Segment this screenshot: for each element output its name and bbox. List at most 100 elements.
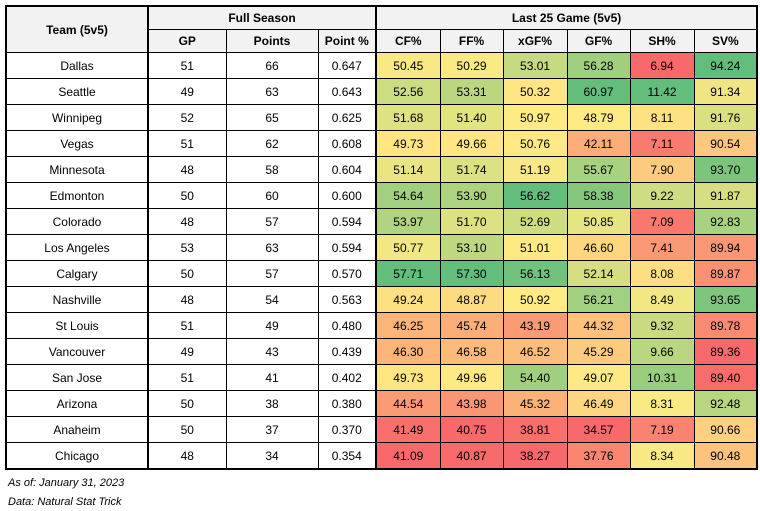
point-pct-cell: 0.380 xyxy=(317,390,377,417)
stat-cell: 6.94 xyxy=(629,52,695,79)
stat-cell: 90.48 xyxy=(693,442,758,470)
points-cell: 49 xyxy=(225,312,319,339)
stat-cell: 8.49 xyxy=(629,286,695,313)
stat-cell: 45.74 xyxy=(439,312,504,339)
col-header-sv-pct: SV% xyxy=(693,29,758,53)
team-cell: Nashville xyxy=(5,286,149,313)
gp-cell: 51 xyxy=(147,52,227,79)
stat-cell: 10.31 xyxy=(629,364,695,391)
point-pct-cell: 0.625 xyxy=(317,104,377,131)
table-row: Dallas 51 66 0.647 50.45 50.29 53.01 56.28 6.94 9… xyxy=(5,52,758,79)
point-pct-cell: 0.594 xyxy=(317,208,377,235)
table-row: Nashville 48 54 0.563 49.24 48.87 50.92 56.21 8.… xyxy=(5,286,758,313)
team-cell: Anaheim xyxy=(5,416,149,443)
stat-cell: 41.49 xyxy=(375,416,441,443)
team-cell: Colorado xyxy=(5,208,149,235)
col-header-cf-pct: CF% xyxy=(375,29,441,53)
table-row: Arizona 50 38 0.380 44.54 43.98 45.32 46.49 8.31… xyxy=(5,390,758,417)
team-cell: Edmonton xyxy=(5,182,149,209)
points-cell: 63 xyxy=(225,78,319,105)
stat-cell: 90.54 xyxy=(693,130,758,157)
team-cell: Dallas xyxy=(5,52,149,79)
gp-cell: 51 xyxy=(147,364,227,391)
stat-cell: 7.90 xyxy=(629,156,695,183)
stat-cell: 91.76 xyxy=(693,104,758,131)
as-of-note: As of: January 31, 2023 xyxy=(8,477,125,489)
stat-cell: 50.32 xyxy=(502,78,568,105)
stat-cell: 7.41 xyxy=(629,234,695,261)
stat-cell: 8.08 xyxy=(629,260,695,287)
col-header-points: Points xyxy=(225,29,319,53)
stat-cell: 56.62 xyxy=(502,182,568,209)
points-cell: 38 xyxy=(225,390,319,417)
point-pct-cell: 0.643 xyxy=(317,78,377,105)
stat-cell: 51.68 xyxy=(375,104,441,131)
stat-cell: 46.49 xyxy=(566,390,631,417)
stat-cell: 43.19 xyxy=(502,312,568,339)
stat-cell: 7.11 xyxy=(629,130,695,157)
table-row: St Louis 51 49 0.480 46.25 45.74 43.19 44.32 9.3… xyxy=(5,312,758,339)
stat-cell: 51.14 xyxy=(375,156,441,183)
col-header-xgf-pct: xGF% xyxy=(502,29,568,53)
team-cell: Arizona xyxy=(5,390,149,417)
stat-cell: 38.27 xyxy=(502,442,568,470)
stat-cell: 93.70 xyxy=(693,156,758,183)
points-cell: 66 xyxy=(225,52,319,79)
team-cell: Vegas xyxy=(5,130,149,157)
stat-cell: 53.01 xyxy=(502,52,568,79)
point-pct-cell: 0.570 xyxy=(317,260,377,287)
table-row: Colorado 48 57 0.594 53.97 51.70 52.69 50.85 7.0… xyxy=(5,208,758,235)
stat-cell: 34.57 xyxy=(566,416,631,443)
stat-cell: 51.01 xyxy=(502,234,568,261)
stat-cell: 56.13 xyxy=(502,260,568,287)
stat-cell: 56.28 xyxy=(566,52,631,79)
gp-cell: 52 xyxy=(147,104,227,131)
stat-cell: 89.40 xyxy=(693,364,758,391)
stat-cell: 55.67 xyxy=(566,156,631,183)
gp-cell: 48 xyxy=(147,442,227,470)
stat-cell: 54.64 xyxy=(375,182,441,209)
stat-cell: 52.14 xyxy=(566,260,631,287)
team-cell: Calgary xyxy=(5,260,149,287)
stat-cell: 57.71 xyxy=(375,260,441,287)
stat-cell: 53.90 xyxy=(439,182,504,209)
group-header-last-25-game: Last 25 Game (5v5) xyxy=(375,5,758,30)
table-row: Vegas 51 62 0.608 49.73 49.66 50.76 42.11 7.11 90… xyxy=(5,130,758,157)
stat-cell: 46.25 xyxy=(375,312,441,339)
table-row: Los Angeles 53 63 0.594 50.77 53.10 51.01 46.60… xyxy=(5,234,758,261)
stat-cell: 49.07 xyxy=(566,364,631,391)
stat-cell: 91.34 xyxy=(693,78,758,105)
stat-cell: 43.98 xyxy=(439,390,504,417)
stat-cell: 46.60 xyxy=(566,234,631,261)
points-cell: 58 xyxy=(225,156,319,183)
gp-cell: 53 xyxy=(147,234,227,261)
stat-cell: 53.97 xyxy=(375,208,441,235)
point-pct-cell: 0.354 xyxy=(317,442,377,470)
table-row: Winnipeg 52 65 0.625 51.68 51.40 50.97 48.79 8.1… xyxy=(5,104,758,131)
stat-cell: 52.56 xyxy=(375,78,441,105)
point-pct-cell: 0.563 xyxy=(317,286,377,313)
stat-cell: 50.29 xyxy=(439,52,504,79)
stat-cell: 56.21 xyxy=(566,286,631,313)
gp-cell: 49 xyxy=(147,78,227,105)
stat-cell: 89.87 xyxy=(693,260,758,287)
team-cell: Winnipeg xyxy=(5,104,149,131)
point-pct-cell: 0.647 xyxy=(317,52,377,79)
stat-cell: 46.52 xyxy=(502,338,568,365)
stat-cell: 8.34 xyxy=(629,442,695,470)
stat-cell: 11.42 xyxy=(629,78,695,105)
stat-cell: 90.66 xyxy=(693,416,758,443)
stat-cell: 9.22 xyxy=(629,182,695,209)
stat-cell: 46.58 xyxy=(439,338,504,365)
point-pct-cell: 0.370 xyxy=(317,416,377,443)
header-row-groups: Team (5v5) Full Season Last 25 Game (5v5… xyxy=(5,5,758,53)
stat-cell: 50.97 xyxy=(502,104,568,131)
gp-cell: 51 xyxy=(147,130,227,157)
points-cell: 57 xyxy=(225,208,319,235)
stat-cell: 41.09 xyxy=(375,442,441,470)
stat-cell: 50.76 xyxy=(502,130,568,157)
points-cell: 34 xyxy=(225,442,319,470)
stat-cell: 40.87 xyxy=(439,442,504,470)
table-row: Minnesota 48 58 0.604 51.14 51.74 51.19 55.67 7.… xyxy=(5,156,758,183)
gp-cell: 49 xyxy=(147,338,227,365)
